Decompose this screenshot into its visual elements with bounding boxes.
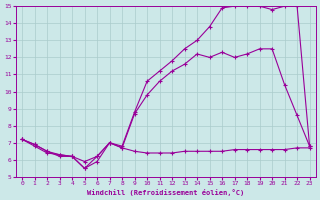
X-axis label: Windchill (Refroidissement éolien,°C): Windchill (Refroidissement éolien,°C) [87, 189, 244, 196]
